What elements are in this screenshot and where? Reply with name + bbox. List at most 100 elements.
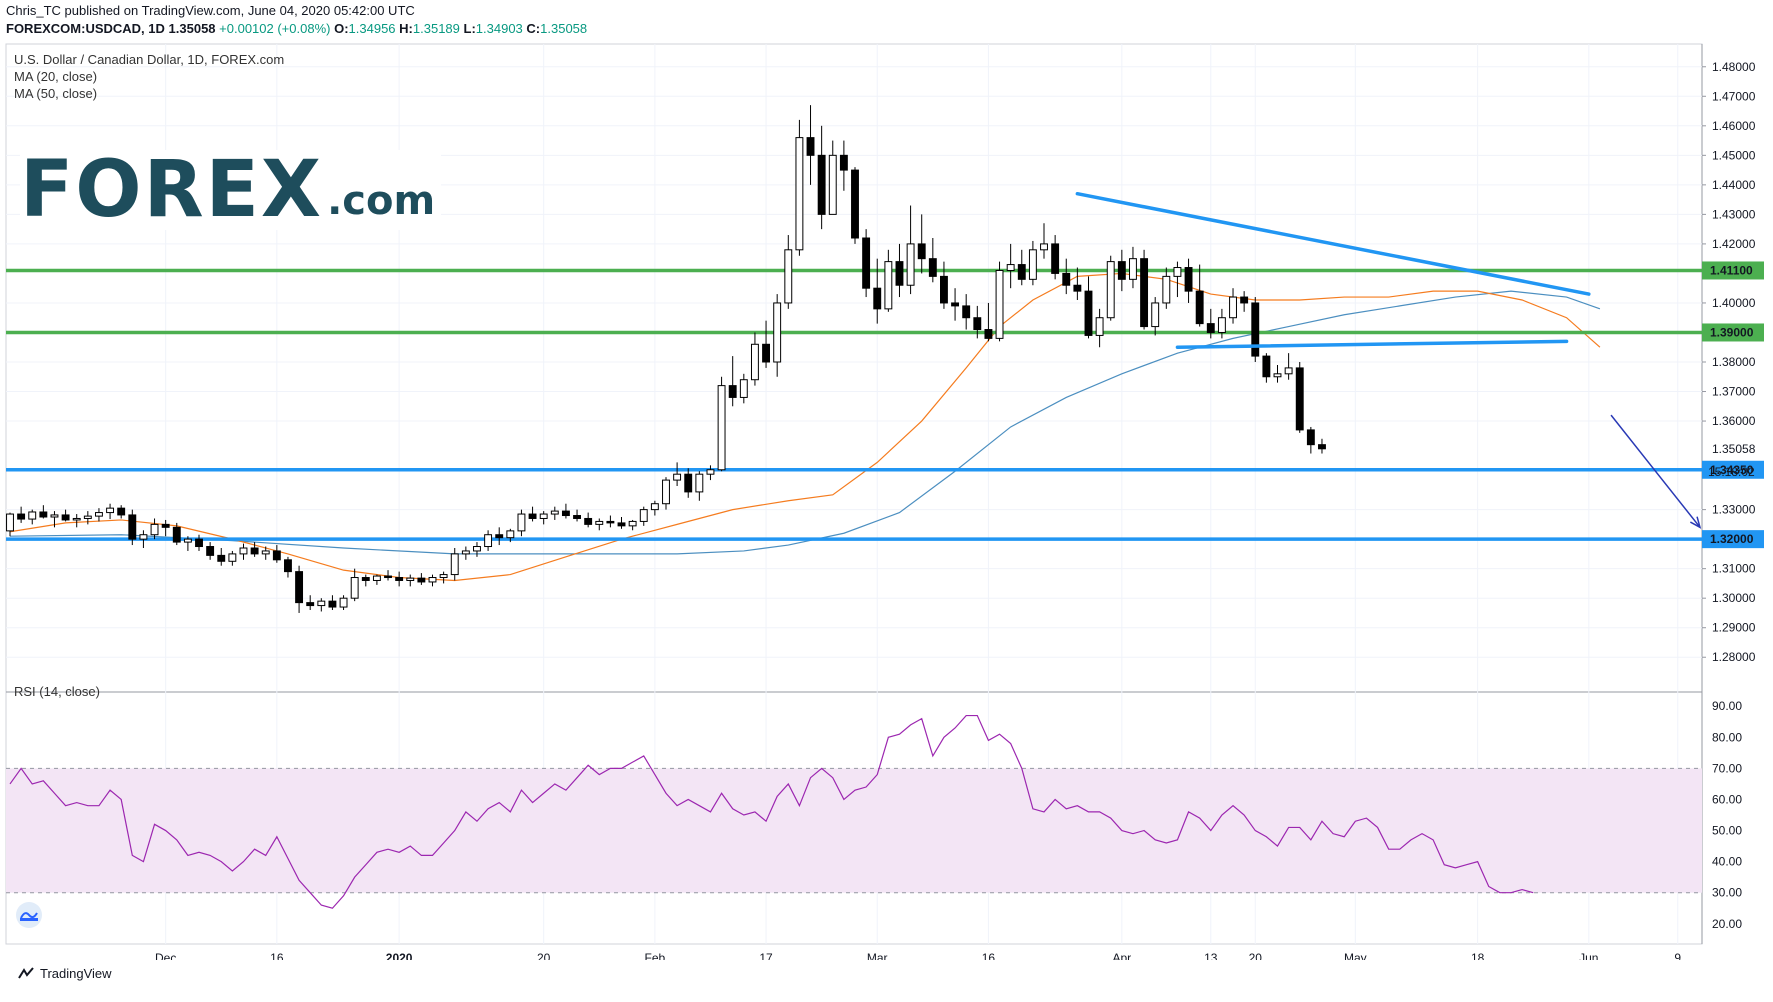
y-tick-label: 1.42000 <box>1712 237 1756 251</box>
rsi-tick-label: 20.00 <box>1712 917 1742 931</box>
x-tick-label: 20 <box>1249 951 1263 960</box>
candle-body <box>995 269 1004 339</box>
ma50-label: MA (50, close) <box>14 86 98 101</box>
trendline <box>1075 191 1591 296</box>
candle-body <box>1306 429 1315 446</box>
candle-body <box>439 574 448 579</box>
x-tick-label: 9 <box>1674 951 1681 960</box>
candle-body <box>595 520 604 525</box>
low-label: L: <box>463 21 476 36</box>
candle-body <box>106 507 115 514</box>
x-tick-label: 16 <box>982 951 996 960</box>
y-tick-label: 1.33000 <box>1712 503 1756 517</box>
rsi-settings-button[interactable] <box>16 902 42 928</box>
y-tick-label: 1.44000 <box>1712 178 1756 192</box>
candle-body <box>639 509 648 522</box>
tradingview-brand[interactable]: TradingView <box>18 962 112 984</box>
candle-body <box>1028 249 1037 280</box>
usdcad-chart[interactable]: 1.48000 1.47000 1.46000 1.45000 1.44000 1.430… <box>0 0 1773 960</box>
candle-body <box>695 473 704 493</box>
candle-body <box>650 503 659 511</box>
x-tick-label: Apr <box>1112 951 1131 960</box>
level-badge <box>1702 323 1764 342</box>
candle-body <box>973 317 982 331</box>
candle-body <box>250 547 259 555</box>
tradingview-label: TradingView <box>40 965 112 981</box>
rsi-band <box>6 768 1702 893</box>
rsi-tick-label: 60.00 <box>1712 792 1742 806</box>
candle-body <box>951 302 960 307</box>
y-tick-label: 1.40000 <box>1712 296 1756 310</box>
candle-body <box>940 275 948 304</box>
candle-body <box>428 577 437 583</box>
trendlines <box>1075 191 1702 529</box>
candle-body <box>784 249 793 304</box>
candle-body <box>628 520 637 527</box>
candle-body <box>150 523 159 536</box>
candle-body <box>28 511 37 520</box>
y-tick-label: 1.30000 <box>1712 591 1756 605</box>
candle-body <box>539 513 548 519</box>
y-tick-label: 1.47000 <box>1712 89 1756 103</box>
ma50-line <box>9 290 1601 555</box>
candle-body <box>206 546 215 556</box>
candle-body <box>1284 367 1293 375</box>
candle-body <box>839 154 848 171</box>
candle-body <box>17 513 26 520</box>
rsi-line <box>9 714 1534 909</box>
candle-body <box>1173 267 1182 277</box>
candle-body <box>1251 302 1260 357</box>
candle-body <box>1273 373 1282 378</box>
high-value: 1.35189 <box>412 21 460 36</box>
candle-body <box>195 538 203 548</box>
level-badge <box>1702 530 1764 549</box>
x-tick-label: 17 <box>759 951 773 960</box>
rsi-pane <box>6 714 1702 909</box>
candle-body <box>317 600 326 607</box>
low-value: 1.34903 <box>475 21 523 36</box>
forex-logo: FOREX .com <box>20 145 442 235</box>
candle-body <box>1117 261 1126 280</box>
candle-body <box>1318 444 1326 450</box>
candle-body <box>1006 264 1015 271</box>
y-tick-label: 1.29000 <box>1712 621 1756 635</box>
candle-body <box>1206 323 1215 333</box>
candle-body <box>217 554 226 562</box>
logo-forex: FOREX <box>20 145 324 235</box>
candle-body <box>384 575 392 579</box>
candle-body <box>1017 264 1026 280</box>
candle-body <box>139 534 148 540</box>
price-change: +0.00102 (+0.08%) <box>219 21 331 36</box>
y-tick-label: 1.48000 <box>1712 60 1756 74</box>
y-tick-label: 1.46000 <box>1712 119 1756 133</box>
chart-title: U.S. Dollar / Canadian Dollar, 1D, FOREX… <box>14 52 285 67</box>
candle-body <box>550 510 559 515</box>
candle-body <box>161 523 170 528</box>
candle-body <box>406 577 415 581</box>
publish-header: Chris_TC published on TradingView.com, J… <box>6 2 587 38</box>
ma20-label: MA (20, close) <box>14 69 98 84</box>
candle-body <box>306 602 315 607</box>
candle-body <box>750 343 759 381</box>
candle-body <box>328 600 337 608</box>
wave-icon <box>20 912 38 921</box>
candle-body <box>1040 243 1048 251</box>
publisher-line: Chris_TC published on TradingView.com, J… <box>6 3 415 18</box>
rsi-tick-label: 70.00 <box>1712 761 1742 775</box>
candle-body <box>495 534 504 539</box>
x-tick-label: 18 <box>1471 951 1485 960</box>
symbol-line: FOREXCOM:USDCAD, 1D 1.35058 +0.00102 (+0… <box>6 20 587 38</box>
x-tick-label: Dec <box>155 951 176 960</box>
candle-body <box>684 473 693 493</box>
candle-body <box>83 515 92 519</box>
candle-body <box>1129 258 1137 280</box>
candle-body <box>339 597 348 608</box>
x-tick-label: 20 <box>537 951 551 960</box>
horizontal-levels <box>6 268 1702 541</box>
level-badge <box>1702 261 1764 280</box>
y-tick-label: 1.37000 <box>1712 385 1756 399</box>
candle-body <box>506 530 515 539</box>
y-tick-label: 1.36000 <box>1712 414 1756 428</box>
y-tick-label: 1.31000 <box>1712 562 1756 576</box>
price-axis: 1.48000 1.47000 1.46000 1.45000 1.44000 1.430… <box>1702 60 1764 931</box>
